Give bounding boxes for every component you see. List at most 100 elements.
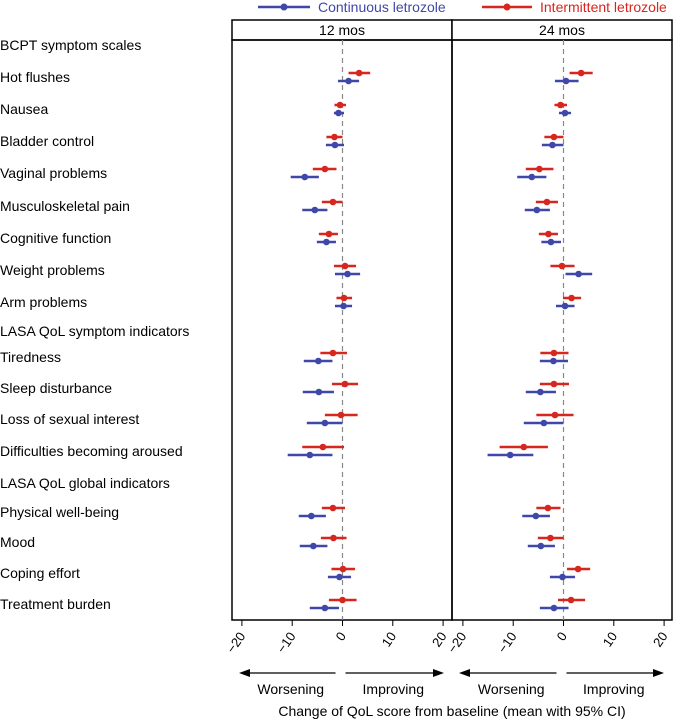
point-continuous [321, 419, 329, 427]
point-continuous [533, 206, 541, 214]
point-continuous [344, 270, 351, 278]
row-label: Weight problems [0, 262, 105, 278]
row-label: Sleep disturbance [0, 380, 112, 396]
point-continuous [335, 109, 342, 117]
worsening-arrowhead-icon [239, 669, 250, 677]
x-tick-label: 0 [333, 629, 349, 644]
point-continuous [550, 357, 557, 365]
point-continuous [537, 388, 544, 396]
x-tick-label: −10 [274, 629, 299, 656]
point-intermittent [558, 262, 566, 270]
point-continuous [559, 573, 566, 581]
row-label: Musculoskeletal pain [0, 198, 130, 214]
row-label: Tiredness [0, 349, 61, 365]
point-continuous [528, 173, 536, 181]
row-label: Coping effort [0, 565, 80, 581]
row-label: Vaginal problems [0, 165, 107, 181]
point-continuous [336, 573, 343, 581]
legend-label-continuous: Continuous letrozole [318, 0, 446, 15]
point-continuous [340, 302, 347, 310]
point-intermittent [340, 294, 348, 302]
panel-frame-1 [451, 39, 673, 621]
point-intermittent [331, 133, 338, 141]
point-continuous [323, 238, 330, 246]
point-continuous [575, 270, 582, 278]
point-intermittent [321, 165, 329, 173]
improving-label: Improving [363, 681, 424, 697]
legend-marker-continuous [280, 3, 288, 11]
point-intermittent [574, 565, 582, 573]
point-continuous [532, 512, 540, 520]
point-continuous [311, 206, 319, 214]
point-intermittent [557, 101, 564, 109]
point-continuous [562, 77, 570, 85]
section-header: BCPT symptom scales [0, 37, 141, 53]
point-continuous [310, 542, 317, 550]
row-label: Arm problems [0, 294, 87, 310]
point-continuous [561, 109, 569, 117]
row-label: Cognitive function [0, 230, 111, 246]
point-intermittent [355, 69, 363, 77]
point-continuous [306, 451, 314, 459]
point-intermittent [341, 380, 349, 388]
worsening-arrowhead-icon [459, 669, 470, 677]
point-intermittent [329, 349, 337, 357]
point-intermittent [550, 133, 558, 141]
point-continuous [549, 141, 556, 149]
point-intermittent [568, 294, 575, 302]
point-intermittent [550, 349, 558, 357]
x-tick-label: −10 [495, 629, 520, 656]
point-continuous [301, 173, 309, 181]
x-tick-label: −20 [444, 629, 469, 656]
point-intermittent [551, 411, 559, 419]
legend-label-intermittent: Intermittent letrozole [540, 0, 667, 15]
point-intermittent [339, 596, 346, 604]
x-tick-label: 10 [600, 629, 621, 649]
point-continuous [550, 604, 558, 612]
point-continuous [345, 77, 352, 85]
point-continuous [315, 357, 322, 365]
section-header: LASA QoL global indicators [0, 475, 170, 491]
x-tick-label: 20 [429, 629, 450, 649]
point-intermittent [520, 443, 528, 451]
point-intermittent [339, 565, 347, 573]
point-continuous [537, 542, 545, 550]
point-continuous [331, 141, 339, 149]
improving-arrowhead-icon [653, 669, 664, 677]
point-continuous [540, 419, 548, 427]
row-label: Hot flushes [0, 69, 70, 85]
point-intermittent [325, 230, 333, 238]
point-continuous [561, 302, 569, 310]
point-intermittent [550, 380, 558, 388]
improving-label: Improving [583, 681, 644, 697]
improving-arrowhead-icon [433, 669, 444, 677]
row-label: Treatment burden [0, 596, 111, 612]
point-intermittent [547, 534, 554, 542]
row-label: Physical well-being [0, 504, 119, 520]
point-intermittent [544, 504, 552, 512]
point-intermittent [329, 504, 337, 512]
row-label: Nausea [0, 101, 48, 117]
point-intermittent [341, 262, 349, 270]
worsening-label: Worsening [257, 681, 324, 697]
row-label: Mood [0, 534, 35, 550]
point-intermittent [319, 443, 327, 451]
point-intermittent [543, 198, 551, 206]
row-label: Loss of sexual interest [0, 411, 139, 427]
point-intermittent [336, 101, 344, 109]
point-intermittent [567, 596, 575, 604]
point-continuous [547, 238, 555, 246]
point-intermittent [330, 534, 337, 542]
point-continuous [308, 512, 315, 520]
section-header: LASA QoL symptom indicators [0, 323, 189, 339]
worsening-label: Worsening [478, 681, 545, 697]
x-tick-label: 20 [650, 629, 671, 649]
x-tick-label: 10 [379, 629, 400, 649]
legend-marker-intermittent [503, 3, 511, 11]
row-label: Bladder control [0, 133, 94, 149]
x-tick-label: 0 [554, 629, 570, 644]
point-intermittent [545, 230, 552, 238]
point-continuous [506, 451, 514, 459]
x-tick-label: −20 [223, 629, 248, 656]
